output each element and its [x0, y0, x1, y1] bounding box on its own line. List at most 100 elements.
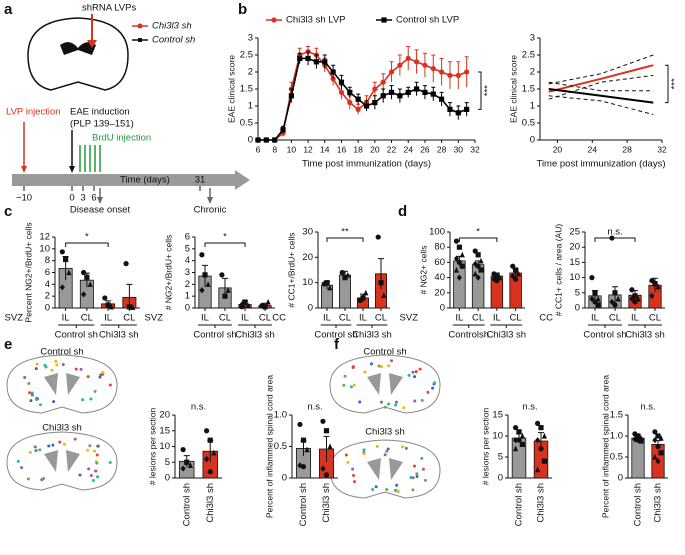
lesion-dot [379, 400, 383, 404]
y-tick-label: 10 [302, 277, 313, 288]
data-point [472, 270, 478, 277]
lesion-dot [387, 402, 391, 406]
y-tick-label: 0 [248, 135, 253, 146]
lesion-dot [50, 368, 54, 372]
x-tick-label: 18 [353, 144, 363, 154]
data-point [381, 292, 387, 298]
data-point [313, 59, 320, 65]
lesion-dot [81, 398, 85, 402]
data-point [430, 91, 436, 97]
data-point [397, 62, 403, 68]
data-point [297, 421, 303, 428]
x-tick-label: 20 [370, 144, 380, 154]
lesion-dot [423, 478, 427, 482]
lesion-dot [404, 446, 408, 450]
x-tick-label: Control sh [298, 483, 309, 526]
x-tick-label: 28 [437, 144, 447, 154]
data-point [453, 266, 460, 273]
x-tick-label: 24 [403, 144, 413, 154]
y-tick-label: 0 [440, 303, 445, 314]
lesion-dot [344, 453, 348, 457]
lesion-dot [384, 405, 388, 409]
data-point [80, 291, 87, 298]
y-tick-label: 1.5 [610, 410, 623, 421]
x-tick-label: 32 [657, 144, 667, 154]
legend-label: Chi3l3 sh [152, 21, 192, 32]
data-point [455, 72, 461, 78]
timeline-bar [12, 170, 250, 190]
x-tick-label: 30 [454, 144, 464, 154]
x-tick-label: Chi3l3 sh [205, 483, 216, 523]
significance-bracket [326, 237, 364, 242]
significance-label: ** [341, 227, 349, 238]
group-bracket [198, 324, 232, 328]
y-tick-label: 0 [618, 473, 623, 484]
legend-marker [137, 23, 143, 29]
lesion-dot [101, 370, 105, 374]
data-point [655, 458, 661, 465]
data-point [327, 284, 333, 291]
region-label: CC [539, 313, 553, 324]
group-bracket [588, 324, 622, 328]
y-tick-label: 5 [185, 243, 190, 254]
brain-outline [27, 17, 129, 91]
y-tick-label: 1.0 [274, 410, 287, 421]
data-point [305, 55, 311, 61]
lesion-dot [34, 367, 38, 371]
data-point [455, 110, 461, 116]
x-tick-label: CL [649, 313, 661, 324]
data-point [323, 472, 330, 478]
significance-label: * [476, 227, 480, 238]
y-axis-label: # NG2+/BrdU+ cells [163, 235, 173, 311]
lesion-dot [58, 440, 62, 444]
data-point [397, 93, 403, 99]
y-tick-label: 0 [498, 473, 503, 484]
data-point [355, 106, 361, 112]
data-point [360, 295, 366, 301]
lesion-dot [93, 449, 97, 453]
y-tick-label: 2 [530, 67, 535, 78]
significance-label: n.s. [191, 402, 206, 413]
arrow-head [21, 166, 27, 173]
lesion-dot [30, 393, 34, 397]
group-bracket [452, 324, 485, 328]
data-point [327, 443, 333, 450]
legend-marker [138, 38, 142, 42]
data-point [380, 79, 386, 85]
data-point [612, 302, 618, 308]
x-tick-label: CL [510, 313, 522, 324]
data-point [652, 281, 658, 287]
y-tick-label: 60 [434, 257, 445, 268]
x-tick-label: IL [631, 313, 639, 324]
group-label: Control sh [55, 330, 98, 341]
brain-label: Chi3l3 sh [365, 427, 405, 438]
data-point [615, 295, 621, 302]
data-point [324, 280, 330, 286]
data-point [516, 429, 522, 435]
x-axis-label: Time post immunization (days) [302, 159, 431, 170]
group-bracket [628, 324, 662, 328]
timeline-title: Time (days) [120, 175, 170, 186]
lesion-dot [35, 362, 39, 366]
data-point [222, 293, 228, 299]
y-tick-label: 0 [282, 473, 287, 484]
lesion-dot [44, 365, 48, 369]
data-point [541, 432, 548, 439]
legend-label: Chi3l3 sh LVP [286, 15, 346, 26]
lesion-dot [96, 444, 100, 448]
y-tick-label: 1 [530, 101, 535, 112]
timeline-tick: 0 [69, 193, 74, 204]
data-point [422, 62, 428, 68]
y-tick-label: 1 [248, 101, 253, 112]
data-point [339, 269, 345, 276]
significance-label: *** [483, 85, 494, 96]
data-point [632, 293, 638, 299]
lesion-dot [87, 467, 91, 471]
data-point [84, 274, 90, 280]
lesion-dot [375, 444, 379, 448]
lesion-dot [55, 363, 59, 367]
significance-bracket [458, 237, 498, 242]
x-axis-label: Time post immunization (days) [537, 159, 666, 170]
y-tick-label: 3 [248, 33, 253, 44]
lesion-dot [411, 370, 415, 374]
